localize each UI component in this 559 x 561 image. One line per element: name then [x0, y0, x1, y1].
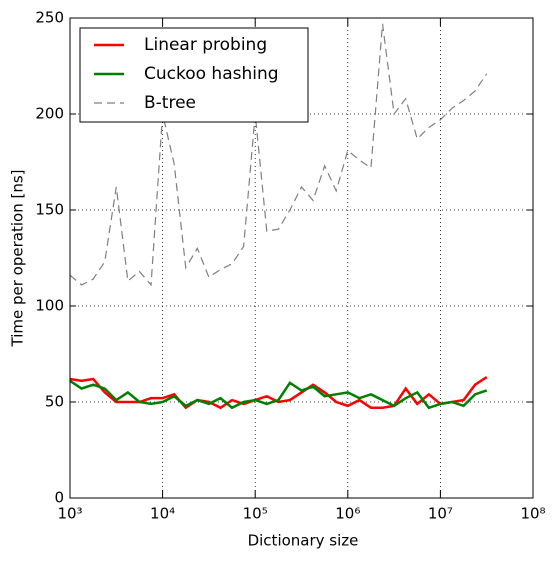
- y-tick-label: 100: [35, 297, 64, 315]
- x-tick-label: 10⁴: [150, 505, 175, 523]
- x-tick-label: 10⁵: [243, 505, 268, 523]
- y-tick-label: 250: [35, 9, 64, 27]
- y-tick-label: 0: [54, 489, 64, 507]
- y-tick-label: 150: [35, 201, 64, 219]
- legend-label: Linear probing: [144, 35, 267, 55]
- legend: Linear probing Cuckoo hashing B-tree: [79, 27, 309, 123]
- x-tick-label: 10⁸: [520, 505, 545, 523]
- y-tick-label: 200: [35, 105, 64, 123]
- legend-label: B-tree: [144, 93, 196, 113]
- y-axis-label: Time per operation [ns]: [9, 170, 27, 348]
- series-line: [69, 379, 488, 410]
- y-tick-label: 50: [45, 393, 64, 411]
- series-line: [69, 23, 488, 287]
- x-axis-label: Dictionary size: [248, 532, 359, 550]
- legend-label: Cuckoo hashing: [144, 64, 279, 84]
- x-tick-label: 10⁶: [335, 505, 360, 523]
- x-tick-label: 10⁷: [428, 505, 453, 523]
- plot-frame: [69, 17, 534, 499]
- x-tick-label: 10³: [57, 505, 82, 523]
